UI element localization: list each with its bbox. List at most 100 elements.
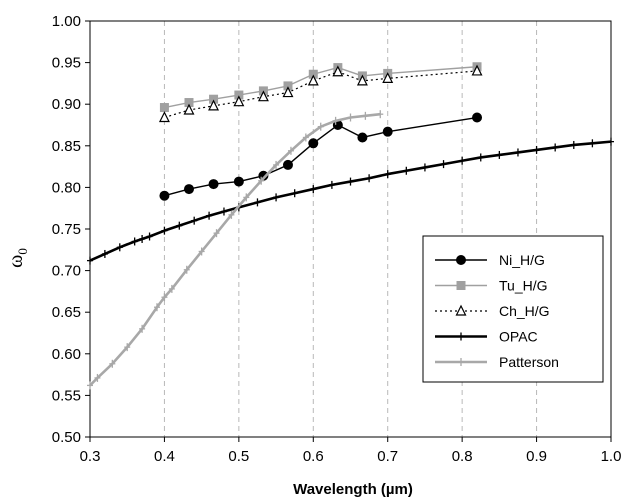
data-point-plus [139,324,146,333]
data-point-plus [228,210,235,219]
y-axis-label: ω0 [5,248,30,268]
data-point-circle [282,159,293,170]
series-line [89,140,612,262]
data-point-plus [161,226,168,235]
series-line [89,112,381,387]
data-point-plus [552,143,559,152]
data-point-plus [608,137,614,146]
x-tick-label: 0.9 [526,448,547,465]
data-point-plus [109,359,116,368]
y-tick-label: 0.65 [52,304,81,321]
legend-label: Patterson [499,354,559,370]
data-point-triangle [183,103,195,115]
data-point-plus [310,185,317,194]
legend-item: OPAC [435,329,538,345]
data-point-plus [458,358,464,366]
x-tick-label: 0.6 [303,448,324,465]
x-tick-labels: 0.3 0.4 0.5 0.6 0.7 0.8 0.9 1.0 [80,437,622,465]
series-opac [87,137,614,265]
data-point-square [209,94,219,104]
data-point-circle [233,176,244,187]
data-point-square [308,69,318,79]
series-ch-h-g [158,64,483,123]
data-point-triangle [356,74,368,86]
x-tick-label: 0.5 [228,448,249,465]
data-point-plus [124,343,131,352]
data-point-circle [472,112,483,123]
data-point-plus [243,193,250,202]
data-point-plus [384,170,391,179]
data-point-square [159,103,169,113]
data-point-plus [377,110,384,119]
data-point-plus [191,216,198,225]
data-point-square [283,81,293,91]
data-point-plus [287,146,294,155]
y-tick-label: 0.70 [52,263,81,280]
legend-item: Patterson [435,354,559,370]
legend: Ni_H/G Tu_H/G Ch_H/G OPAC Patterson [422,235,604,383]
y-tick-label: 0.95 [52,55,81,72]
data-point-plus [440,160,447,169]
data-point-plus [101,249,108,258]
legend-item: Ch_H/G [435,303,550,319]
data-point-plus [477,153,484,162]
data-point-plus [87,256,93,265]
data-point-triangle [471,64,483,76]
data-point-plus [421,163,428,172]
y-tick-label: 0.60 [52,346,81,363]
data-point-triangle [257,90,269,102]
data-point-plus [459,156,466,165]
data-point-plus [302,133,309,142]
series-layer [87,62,614,390]
series-patterson [87,110,384,390]
data-point-plus [198,247,205,256]
legend-label: Ni_H/G [499,252,545,268]
data-point-plus [273,160,280,169]
data-point-plus [328,180,335,189]
x-tick-label: 1.0 [601,448,622,465]
data-point-plus [332,116,339,125]
y-tick-label: 0.90 [52,96,81,113]
data-point-plus [403,166,410,175]
y-tick-label: 0.55 [52,387,81,404]
y-tick-label: 0.85 [52,138,81,155]
data-point-plus [254,198,261,207]
data-point-plus [213,229,220,238]
legend-item: Ni_H/G [435,252,545,268]
series-tu-h-g [159,62,482,113]
data-point-triangle [455,304,467,316]
data-point-plus [533,145,540,154]
data-point-plus [347,177,354,186]
series-line [164,70,478,119]
data-point-plus [496,150,503,159]
data-point-plus [362,111,369,120]
data-point-plus [220,207,227,216]
data-point-plus [94,373,101,382]
data-point-plus [131,237,138,246]
data-point-plus [161,293,168,302]
data-point-plus [570,140,577,149]
y-tick-label: 0.50 [52,429,81,446]
data-point-plus [176,221,183,230]
data-point-triangle [382,72,394,84]
data-point-plus [514,148,521,157]
legend-label: Tu_H/G [499,278,548,294]
data-point-plus [458,332,464,341]
data-point-triangle [282,86,294,98]
x-axis-label: Wavelength (µm) [293,481,413,498]
data-point-plus [291,189,298,198]
data-point-plus [116,243,123,252]
x-tick-label: 0.8 [452,448,473,465]
data-point-plus [206,211,213,220]
data-point-plus [183,265,190,274]
data-point-square [234,90,244,100]
data-point-circle [382,126,393,137]
data-point-square [184,98,194,108]
legend-label: Ch_H/G [499,303,550,319]
data-point-triangle [332,65,344,77]
data-point-triangle [208,99,220,111]
data-point-circle [183,184,194,195]
data-point-plus [153,303,160,312]
data-point-circle [357,132,368,143]
